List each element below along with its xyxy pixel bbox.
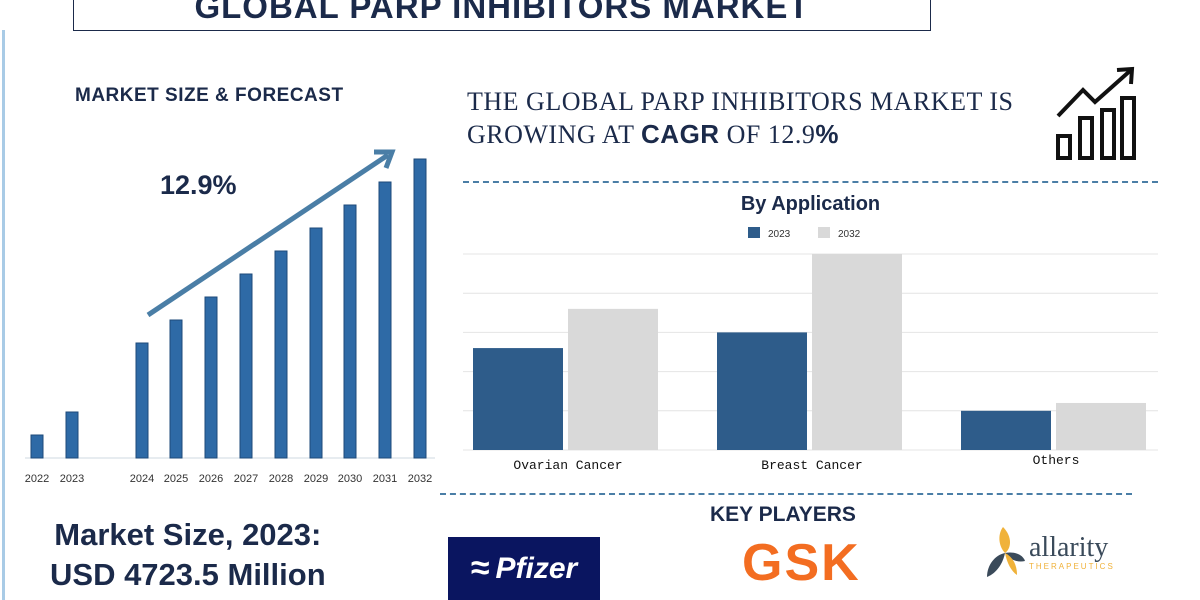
bar-2024 xyxy=(135,342,149,459)
pfizer-swirl-icon: ≈ xyxy=(470,549,490,587)
bar-2032 xyxy=(413,158,427,459)
tick-label: 2030 xyxy=(338,473,362,485)
tick-label: 2029 xyxy=(304,473,328,485)
headline: THE GLOBAL PARP INHIBITORS MARKET IS GRO… xyxy=(467,86,1013,151)
pfizer-logo-text: Pfizer xyxy=(495,551,578,585)
legend-label: 2032 xyxy=(838,229,861,240)
bar-2023 xyxy=(65,411,79,459)
tick-label: 2032 xyxy=(408,473,432,485)
application-chart: 2023 2032 Ovarian Cancer Breast Cancer Other… xyxy=(463,227,1158,473)
divider xyxy=(440,493,1132,495)
allarity-logo: allarity THERAPEUTICS xyxy=(985,525,1115,579)
key-players-title: KEY PLAYERS xyxy=(710,503,856,526)
legend-swatch xyxy=(818,227,830,238)
pfizer-logo: ≈ Pfizer xyxy=(448,537,600,600)
legend-swatch xyxy=(748,227,760,238)
tick-label: 2022 xyxy=(25,473,49,485)
bar-2031 xyxy=(378,181,392,459)
market-size-label: Market Size, 2023: xyxy=(54,517,322,552)
bar-Others-2032 xyxy=(1056,402,1146,450)
bar-2025 xyxy=(169,319,183,459)
tick-label: 2031 xyxy=(373,473,397,485)
tick-label: 2028 xyxy=(269,473,293,485)
tick-label: 2027 xyxy=(234,473,258,485)
growth-arrow xyxy=(146,152,390,318)
market-size: Market Size, 2023: USD 4723.5 Million xyxy=(50,515,326,595)
forecast-chart: 2022 2023 2024 2025 2026 2027 2028 2029 2030 2031… xyxy=(25,149,435,485)
market-size-value: USD 4723.5 Million xyxy=(50,557,326,592)
tick-label: 2026 xyxy=(199,473,223,485)
tick-label: 2025 xyxy=(164,473,188,485)
gsk-logo: GSK xyxy=(742,534,861,592)
bar-2028 xyxy=(274,250,288,459)
page-title: GLOBAL PARP INHIBITORS MARKET xyxy=(73,0,931,31)
bar-2027 xyxy=(239,273,253,459)
application-panel: By Application 2023 2032 Ovarian Cancer Bre… xyxy=(463,193,1158,483)
bar-2030 xyxy=(343,204,357,459)
bar-Ovarian Cancer-2023 xyxy=(473,348,563,450)
allarity-leaf-icon xyxy=(987,527,1025,577)
arrow-head-icon xyxy=(374,149,396,169)
headline-prefix: GROWING AT xyxy=(467,120,642,149)
bar-2022 xyxy=(30,434,44,459)
bar-Others-2023 xyxy=(961,410,1051,450)
bar-Breast Cancer-2023 xyxy=(717,332,807,450)
allarity-sub: THERAPEUTICS xyxy=(1029,561,1115,571)
divider xyxy=(463,181,1158,183)
bar-Breast Cancer-2032 xyxy=(812,254,902,450)
cagr-annotation: 12.9% xyxy=(160,170,237,200)
headline-line1: THE GLOBAL PARP INHIBITORS MARKET IS xyxy=(467,87,1014,116)
tick-label: 2024 xyxy=(130,473,154,485)
category-label: Ovarian Cancer xyxy=(513,458,622,473)
category-label: Breast Cancer xyxy=(761,458,862,473)
category-label: Others xyxy=(1033,453,1080,468)
headline-pct: % xyxy=(815,119,839,149)
legend-label: 2023 xyxy=(768,229,791,240)
forecast-title: MARKET SIZE & FORECAST xyxy=(75,85,344,106)
left-border xyxy=(2,30,5,600)
application-chart-title: By Application xyxy=(740,193,881,215)
growth-chart-icon xyxy=(1056,66,1136,160)
tick-label: 2023 xyxy=(60,473,84,485)
headline-cagr: CAGR xyxy=(641,119,720,149)
bar-2029 xyxy=(309,227,323,459)
headline-suffix: OF 12.9 xyxy=(719,120,816,149)
bar-Ovarian Cancer-2032 xyxy=(568,308,658,450)
allarity-name: allarity xyxy=(1029,531,1109,563)
bar-2026 xyxy=(204,296,218,459)
